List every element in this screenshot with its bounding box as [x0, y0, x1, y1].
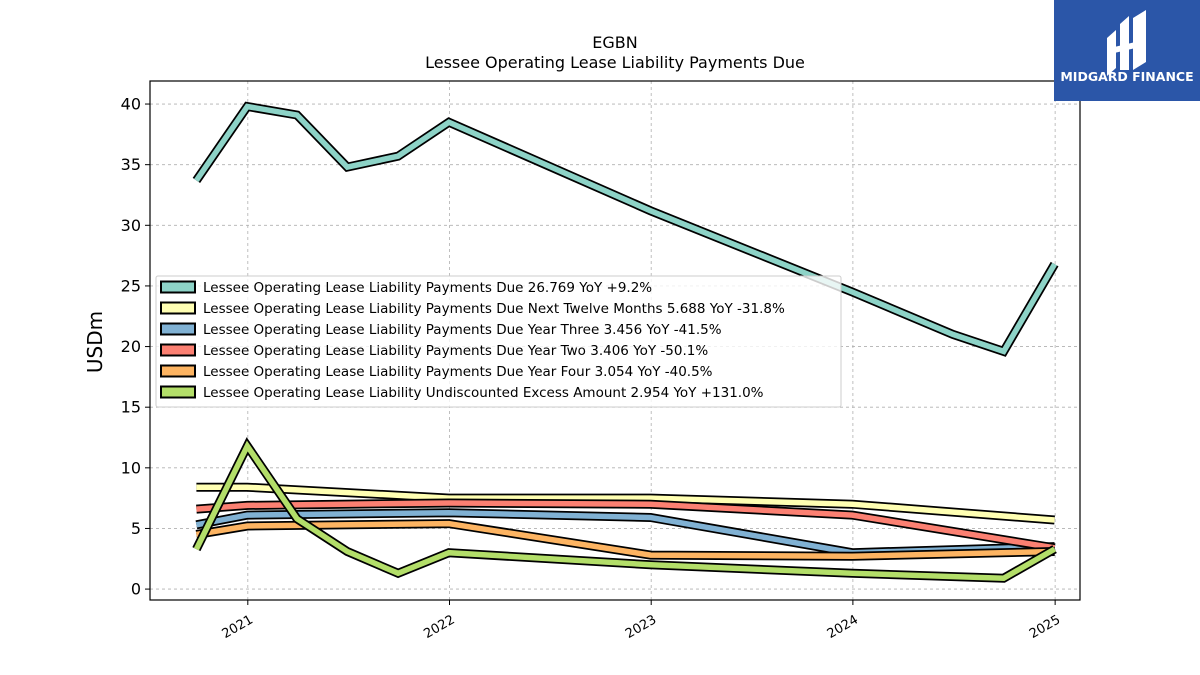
- x-tick-label: 2023: [623, 612, 659, 642]
- logo-mark-icon: [1107, 10, 1146, 76]
- y-tick-label: 20: [121, 337, 141, 356]
- legend-swatch: [160, 280, 196, 294]
- legend-swatch: [160, 343, 196, 357]
- series-line: [195, 519, 1055, 561]
- chart-subtitle: Lessee Operating Lease Liability Payment…: [425, 53, 805, 72]
- legend-label: Lessee Operating Lease Liability Payment…: [203, 280, 652, 296]
- y-axis-label: USDm: [83, 311, 107, 373]
- series-line: [196, 482, 1055, 525]
- series-line: [196, 498, 1056, 553]
- y-tick-label: 0: [131, 580, 141, 599]
- y-tick-label: 5: [131, 519, 141, 538]
- legend-label: Lessee Operating Lease Liability Undisco…: [203, 385, 764, 401]
- y-tick-label: 35: [121, 155, 141, 174]
- legend-label: Lessee Operating Lease Liability Payment…: [203, 364, 713, 380]
- legend-entry: Lessee Operating Lease Liability Undisco…: [160, 385, 764, 401]
- legend-entry: Lessee Operating Lease Liability Payment…: [160, 364, 713, 380]
- series-line: [192, 437, 1057, 583]
- legend-swatch: [160, 364, 196, 378]
- x-tick-label: 2021: [220, 612, 256, 642]
- series-line-fill: [196, 500, 1056, 551]
- legend-swatch: [160, 301, 196, 315]
- legend-entry: Lessee Operating Lease Liability Payment…: [160, 301, 785, 317]
- legend-swatch: [160, 322, 196, 336]
- legend-box: [155, 275, 842, 408]
- x-tick-label: 2022: [421, 612, 457, 642]
- series-line-fill: [195, 520, 1055, 560]
- y-tick-label: 40: [121, 95, 141, 114]
- midgard-finance-logo: MIDGARD FINANCE: [1054, 0, 1200, 101]
- series-line: [192, 101, 1059, 357]
- chart-title: EGBN: [592, 33, 637, 52]
- legend-label: Lessee Operating Lease Liability Payment…: [203, 322, 722, 338]
- series-line-fill: [193, 440, 1056, 581]
- series-line-fill: [196, 484, 1055, 523]
- legend: Lessee Operating Lease Liability Payment…: [155, 275, 842, 408]
- logo-text: MIDGARD FINANCE: [1060, 69, 1193, 84]
- y-tick-label: 10: [121, 458, 141, 477]
- x-tick-label: 2024: [825, 612, 861, 642]
- legend-label: Lessee Operating Lease Liability Payment…: [203, 301, 785, 317]
- legend-swatch: [160, 385, 196, 399]
- legend-entry: Lessee Operating Lease Liability Payment…: [160, 322, 722, 338]
- series-line-fill: [194, 103, 1057, 355]
- legend-entry: Lessee Operating Lease Liability Payment…: [160, 343, 708, 359]
- y-tick-label: 15: [121, 398, 141, 417]
- y-tick-label: 30: [121, 216, 141, 235]
- legend-label: Lessee Operating Lease Liability Payment…: [203, 343, 708, 359]
- y-axis: 0 5 10 15 20 25 30 35 40: [121, 95, 150, 599]
- x-tick-label: 2025: [1027, 612, 1063, 642]
- x-axis: 2021 2022 2023 2024 2025: [220, 600, 1063, 642]
- series-lines: [192, 101, 1059, 583]
- legend-entry: Lessee Operating Lease Liability Payment…: [160, 280, 652, 296]
- y-tick-label: 25: [121, 276, 141, 295]
- axes-frame: [149, 80, 1081, 601]
